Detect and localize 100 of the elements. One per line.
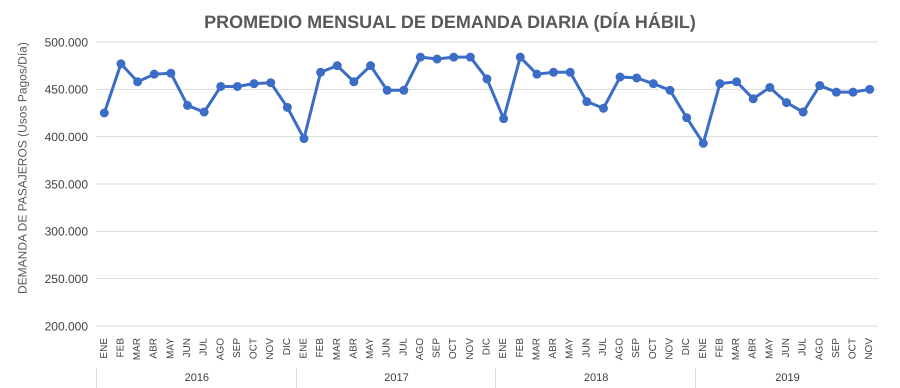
text: 2018 [495,368,696,388]
x-tick-label: JUN [581,338,592,358]
x-tick-label: AGO [614,338,626,360]
x-tick-label: SEP [830,338,842,358]
point [332,61,342,70]
x-tick-label: OCT [848,338,859,360]
x-tick-label: MAR [531,338,542,360]
point [516,52,525,62]
point [815,81,824,90]
point [266,78,276,88]
point [100,108,109,118]
point [782,98,791,108]
x-tick-label: MAY [165,338,176,359]
point [748,94,758,104]
x-tick-label: AGO [414,338,426,360]
point [848,88,858,97]
y-axis-title: DEMANDA DE PASAJEROS (Usos Pagos/Día) [15,42,30,294]
x-tick-label: JUN [382,338,393,358]
x-tick-label: ENE [298,338,310,359]
point [732,77,742,86]
y-tick-label: 300.000 [44,224,88,239]
point [366,61,376,70]
point [232,82,242,91]
x-tick-label: JUL [598,338,609,356]
x-tick-label: OCT [448,338,460,360]
x-tick-label: ABR [348,338,360,359]
point [216,82,226,91]
point [765,82,774,92]
chart-title: PROMEDIO MENSUAL DE DEMANDA DIARIA (DÍA HÁBIL) [203,11,697,34]
x-tick-label: JUL [398,338,410,356]
point [832,88,841,97]
point [632,73,642,82]
point [566,68,575,77]
point [200,108,209,117]
point [499,114,508,124]
y-tick-label: 250.000 [44,272,88,286]
x-tick-label: MAY [764,338,776,359]
x-tick-label: ENE [98,338,110,359]
x-tick-label: AGO [814,338,826,360]
text: 2017 [296,368,496,388]
x-tick-label: NOV [664,338,676,360]
x-tick-label: FEB [115,338,126,358]
y-tick-label: 450.000 [44,82,88,97]
x-tick-label: DIC [482,338,492,356]
y-tick-label: 500.000 [44,35,88,50]
point [316,68,326,77]
x-tick-label: MAY [365,338,376,359]
point [549,68,558,77]
x-tick-label: JUN [780,338,792,358]
x-tick-label: NOV [864,338,876,360]
x-tick-label: JUL [798,338,809,356]
x-tick-label: JUN [182,338,194,358]
point [449,52,458,62]
x-tick-label: AGO [215,338,226,360]
point [598,104,608,113]
x-tick-label: FEB [315,338,326,358]
x-tick-label: ENE [498,338,510,359]
point [382,86,392,95]
point [349,77,358,86]
x-tick-label: MAY [564,338,576,359]
x-tick-label: NOV [265,338,276,360]
point [715,79,724,88]
point [648,79,658,88]
point [183,100,192,110]
point [166,68,176,78]
point [466,52,475,62]
point [798,108,808,117]
x-tick-label: DIC [282,338,293,356]
x-tick-label: OCT [248,338,260,360]
x-tick-label: SEP [232,338,243,358]
point [250,79,259,88]
x-tick-label: ABR [748,338,759,359]
point [133,77,142,86]
y-tick-label: 350.000 [44,177,88,192]
point [616,72,625,82]
point [282,102,292,112]
point [150,70,159,79]
point [532,70,542,79]
x-tick-label: SEP [631,338,642,358]
text: 2016 [96,368,297,388]
x-tick-label: DIC [681,338,692,356]
point [682,113,692,122]
x-tick-label: FEB [514,338,526,358]
x-tick-label: MAR [731,338,742,360]
y-tick-label: 200.000 [44,319,88,334]
x-tick-label: MAR [132,338,144,360]
point [698,138,708,148]
x-tick-label: SEP [432,338,443,358]
point [482,74,492,84]
point [399,86,408,95]
y-tick-label: 400.000 [44,130,88,144]
point [432,54,442,64]
point [299,134,308,144]
x-tick-label: MAR [332,338,343,360]
point [116,59,126,68]
x-tick-label: ENE [698,338,709,359]
text: 2019 [694,368,879,388]
x-tick-label: NOV [464,338,476,360]
point [582,97,592,106]
point [666,86,675,95]
